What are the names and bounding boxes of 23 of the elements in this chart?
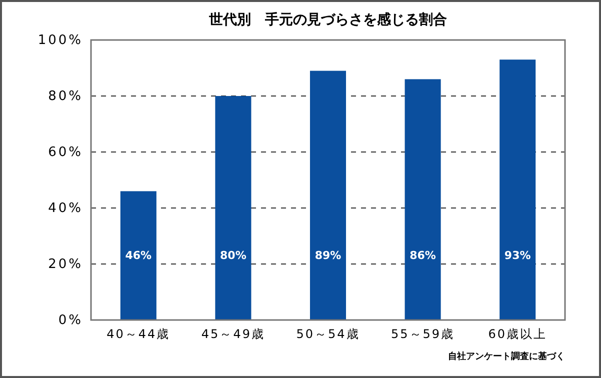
y-tick-label: 100% — [38, 33, 83, 48]
y-tick-label: 40% — [48, 201, 83, 216]
data-label: 46% — [125, 249, 152, 262]
y-tick-label: 80% — [48, 89, 83, 104]
y-tick-label: 20% — [48, 257, 83, 272]
y-tick-label: 60% — [48, 145, 83, 160]
x-tick-label: 55～59歳 — [391, 327, 455, 341]
x-tick-label: 50～54歳 — [296, 327, 360, 341]
text: 自社アンケート調査に基づく — [448, 351, 565, 362]
data-label: 80% — [220, 249, 246, 262]
bar — [120, 191, 156, 320]
x-tick-label: 45～49歳 — [201, 327, 265, 341]
data-label: 93% — [504, 249, 531, 262]
bar — [404, 79, 441, 320]
bar — [310, 70, 346, 320]
chart-title: 世代別 手元の見づらさを感じる割合 — [208, 11, 447, 28]
x-tick-label: 40～44歳 — [106, 327, 170, 341]
x-tick-label: 60歳以上 — [488, 327, 547, 341]
data-label: 89% — [314, 249, 342, 262]
bar — [215, 96, 252, 320]
y-tick-label: 0% — [58, 313, 83, 328]
bar — [500, 60, 536, 320]
data-label: 86% — [410, 249, 436, 262]
